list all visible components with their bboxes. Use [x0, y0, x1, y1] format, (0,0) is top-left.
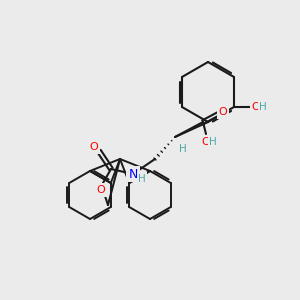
Text: O: O: [97, 185, 105, 195]
Text: H: H: [209, 137, 217, 147]
Text: O: O: [252, 102, 260, 112]
Text: H: H: [179, 144, 187, 154]
Text: H: H: [259, 102, 267, 112]
Text: N: N: [128, 167, 138, 181]
Text: O: O: [219, 107, 227, 117]
Text: O: O: [90, 142, 98, 152]
Text: H: H: [138, 174, 146, 184]
Text: O: O: [202, 137, 210, 147]
